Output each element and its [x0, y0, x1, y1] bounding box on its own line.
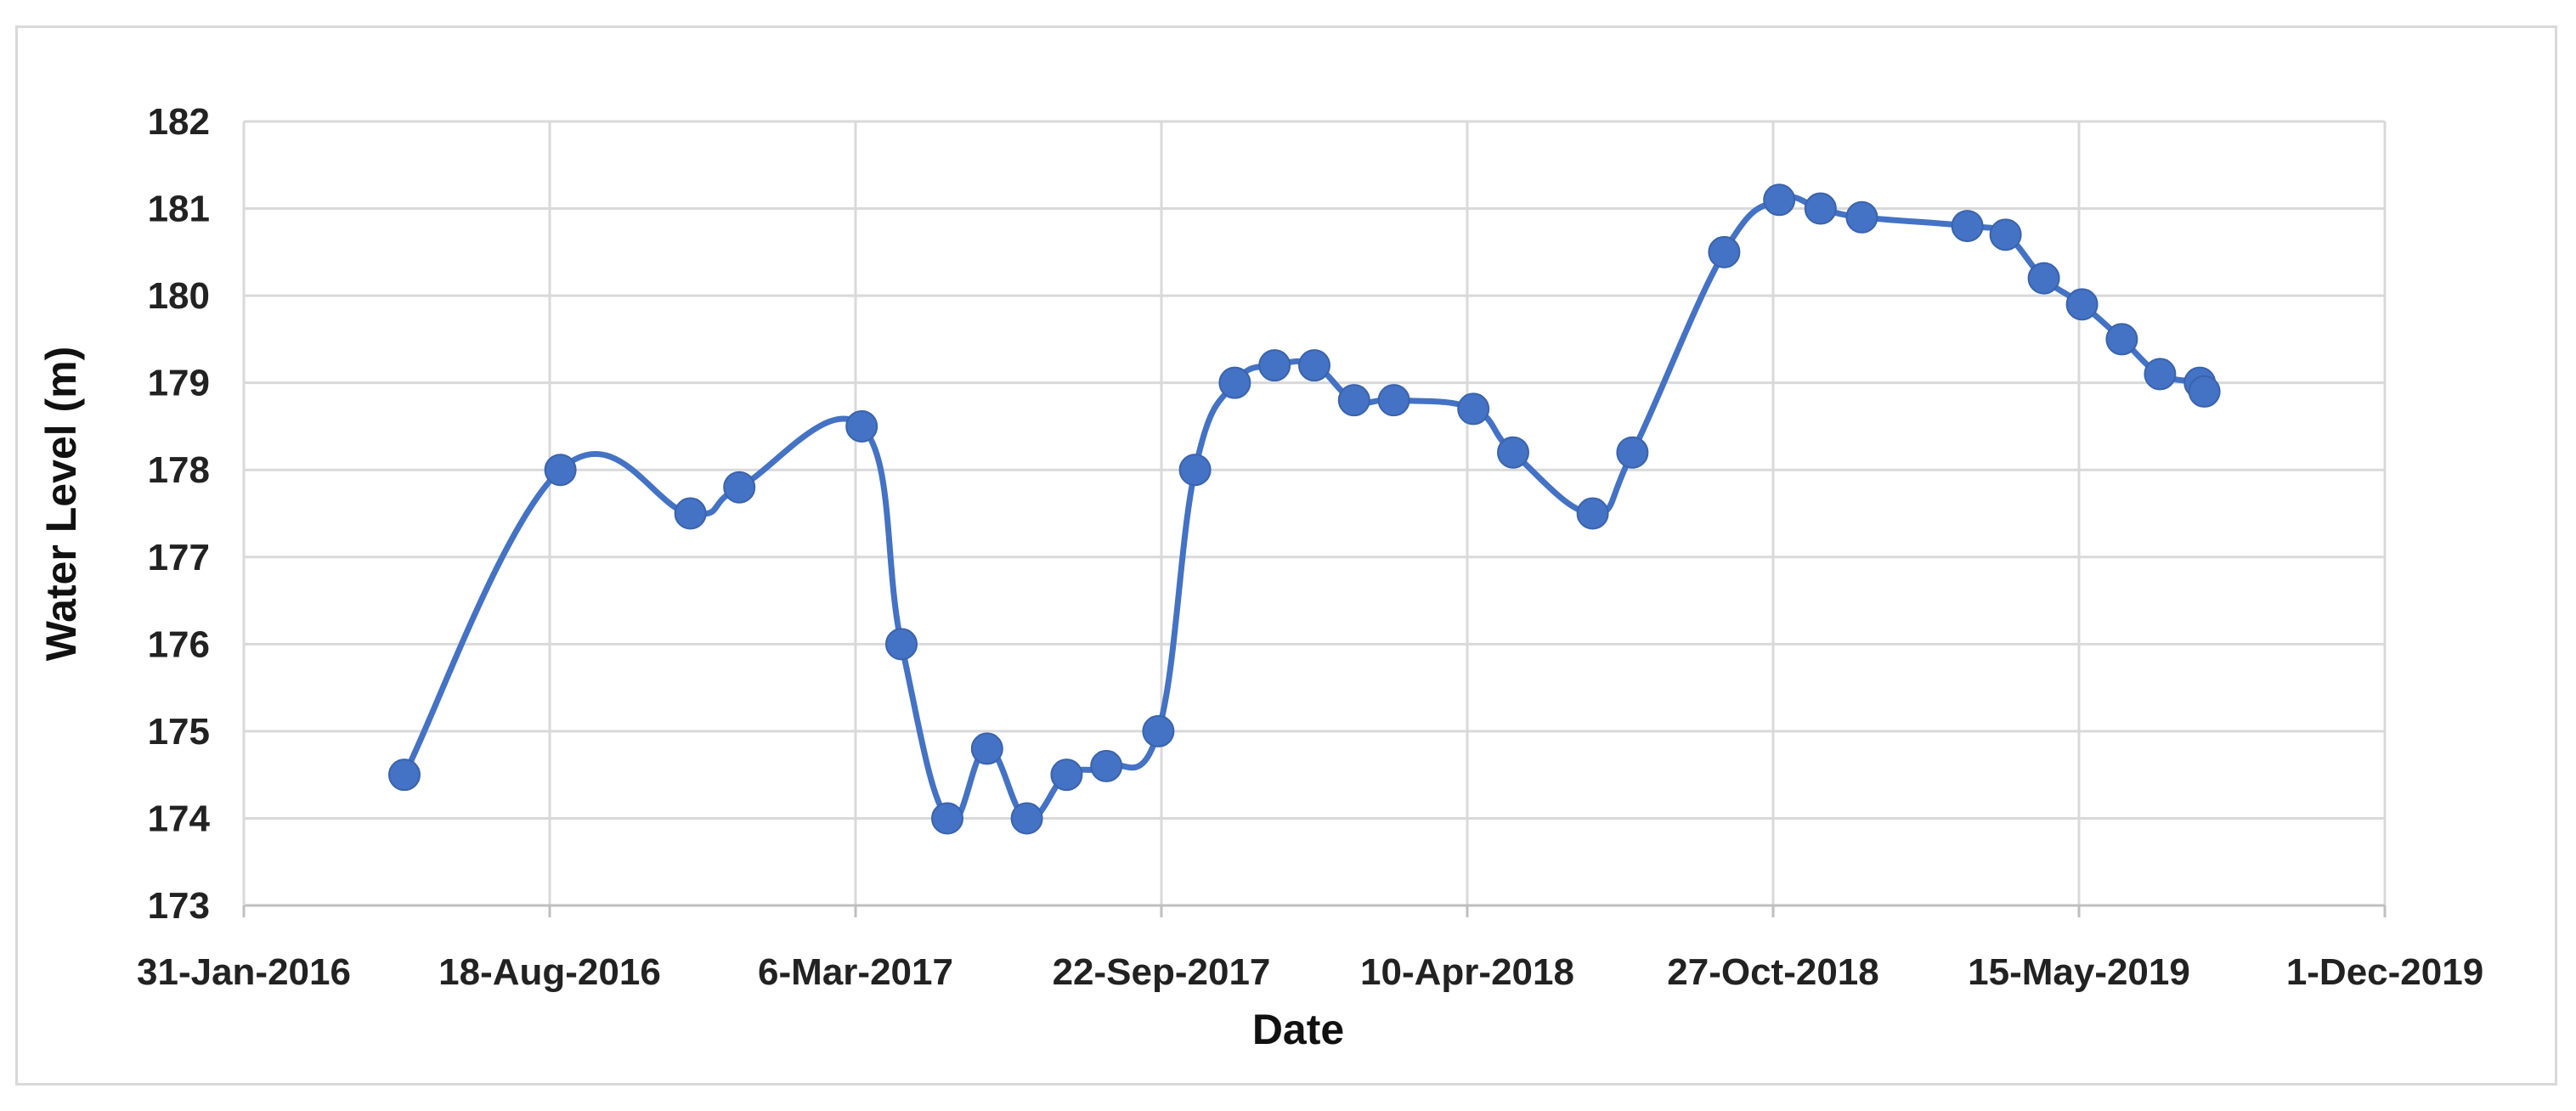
- tick-labels: 173 174 175 176 177 178 179 180 181 182 31-Jan-201…: [137, 101, 2483, 993]
- data-point: [885, 628, 918, 661]
- data-point: [1989, 218, 2022, 251]
- data-point: [1616, 436, 1649, 469]
- data-point: [1178, 454, 1212, 487]
- series-line: [401, 194, 2208, 825]
- data-point: [723, 471, 756, 504]
- y-tick-label: 182: [148, 101, 210, 143]
- data-point: [674, 497, 707, 530]
- data-point: [1845, 200, 1878, 234]
- data-point: [2188, 375, 2221, 408]
- data-point: [1090, 749, 1123, 782]
- chart-frame: 173 174 175 176 177 178 179 180 181 182 31-Jan-201…: [15, 25, 2557, 1086]
- x-tick-label: 31-Jan-2016: [137, 951, 351, 993]
- y-tick-label: 178: [148, 449, 210, 491]
- data-point: [1218, 366, 1251, 399]
- x-tick-label: 18-Aug-2016: [438, 951, 661, 993]
- x-tick-label: 6-Mar-2017: [758, 951, 953, 993]
- y-tick-label: 181: [148, 189, 210, 230]
- y-tick-label: 173: [148, 885, 210, 927]
- data-point: [1576, 497, 1609, 530]
- y-tick-label: 174: [148, 798, 211, 839]
- data-point: [1050, 759, 1083, 792]
- x-tick-label: 15-May-2019: [1968, 951, 2190, 993]
- data-point: [544, 454, 577, 487]
- data-point: [1457, 392, 1490, 426]
- y-tick-label: 176: [148, 623, 210, 665]
- gridlines: [242, 120, 2387, 905]
- data-point: [1497, 436, 1529, 469]
- series-water-level: [388, 183, 2221, 835]
- data-point: [1258, 349, 1291, 382]
- data-point: [845, 409, 878, 443]
- y-tick-label: 179: [148, 363, 210, 404]
- x-tick-label: 1-Dec-2019: [2286, 951, 2483, 993]
- data-point: [2105, 323, 2138, 356]
- y-axis-title: Water Level (m): [37, 347, 85, 661]
- data-point: [1142, 714, 1175, 747]
- y-tick-label: 180: [148, 275, 210, 317]
- water-level-chart: 173 174 175 176 177 178 179 180 181 182 31-Jan-201…: [37, 101, 2483, 1053]
- x-axis-title: Date: [1252, 1006, 1344, 1053]
- data-point: [388, 759, 421, 792]
- data-point: [1298, 349, 1330, 382]
- data-point: [1337, 384, 1370, 417]
- data-point: [931, 802, 963, 835]
- axes: [242, 121, 2387, 917]
- x-tick-label: 27-Oct-2018: [1667, 951, 1878, 993]
- y-tick-label: 177: [148, 537, 210, 578]
- x-tick-label: 22-Sep-2017: [1053, 951, 1271, 993]
- data-point: [1763, 183, 1796, 217]
- data-point: [1804, 192, 1837, 225]
- data-point: [970, 732, 1003, 765]
- x-tick-label: 10-Apr-2018: [1360, 951, 1574, 993]
- y-tick-label: 175: [148, 711, 210, 753]
- data-point: [2065, 288, 2099, 321]
- data-point: [2144, 358, 2177, 391]
- data-point: [1951, 210, 1984, 243]
- data-point: [1010, 802, 1043, 835]
- data-point: [1708, 235, 1741, 268]
- data-point: [2027, 262, 2060, 295]
- data-point: [1377, 384, 1410, 417]
